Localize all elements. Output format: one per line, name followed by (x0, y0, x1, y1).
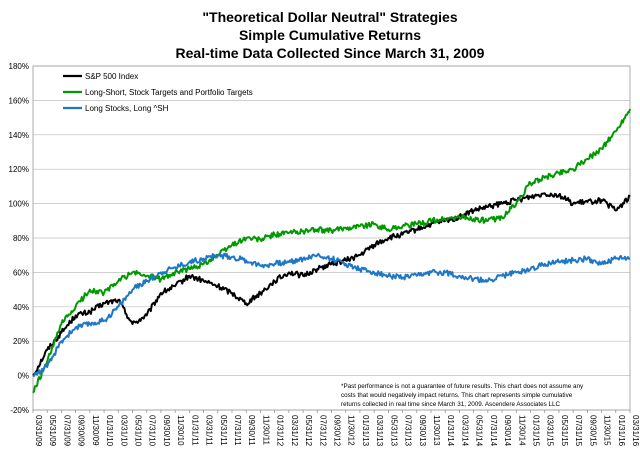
x-tick-label: 03/31/16 (631, 415, 640, 447)
x-tick-label: 11/30/11 (261, 415, 270, 446)
legend: S&P 500 Index Long-Short, Stock Targets … (63, 72, 253, 113)
x-tick-label: 07/31/10 (148, 415, 157, 447)
x-tick-label: 01/31/10 (105, 415, 114, 447)
series-line-0 (32, 192, 631, 377)
x-tick-label: 09/30/11 (247, 415, 256, 446)
series-line-1 (32, 108, 631, 394)
y-tick-label: 60% (13, 268, 29, 277)
x-tick-label: 09/30/12 (333, 415, 342, 447)
x-tick-label: 01/31/12 (276, 415, 285, 447)
x-tick-label: 03/31/15 (546, 415, 555, 447)
x-tick-label: 07/31/11 (233, 415, 242, 446)
y-tick-label: 0% (17, 372, 29, 381)
y-tick-label: -20% (10, 406, 29, 415)
x-tick-label: 09/30/14 (503, 415, 512, 447)
x-tick-label: 01/31/16 (617, 415, 626, 447)
x-tick-label: 05/31/11 (219, 415, 228, 446)
x-tick-label: 11/30/10 (176, 415, 185, 446)
y-tick-label: 40% (13, 303, 29, 312)
x-tick-label: 03/31/11 (205, 415, 214, 446)
chart-title-line-3: Real-time Data Collected Since March 31,… (176, 45, 485, 61)
x-tick-label: 01/31/13 (361, 415, 370, 447)
footnote-line-2: costs that would negatively impact retur… (341, 392, 573, 399)
x-tick-label: 05/31/15 (560, 415, 569, 447)
x-tick-label: 03/31/14 (460, 415, 469, 447)
y-tick-label: 160% (9, 96, 29, 105)
legend-label-sp500: S&P 500 Index (85, 72, 138, 81)
y-tick-label: 20% (13, 337, 29, 346)
x-tick-label: 05/31/09 (48, 415, 57, 447)
x-tick-label: 09/30/09 (77, 415, 86, 447)
chart-title-line-1: "Theoretical Dollar Neutral" Strategies (202, 9, 457, 25)
x-tick-label: 07/31/09 (62, 415, 71, 447)
y-tick-label: 100% (9, 200, 29, 209)
x-tick-label: 09/30/13 (418, 415, 427, 447)
x-tick-label: 03/31/12 (290, 415, 299, 447)
x-tick-label: 01/31/11 (190, 415, 199, 446)
x-tick-label: 03/31/13 (375, 415, 384, 447)
x-tick-label: 07/31/13 (404, 415, 413, 447)
legend-label-long-short: Long-Short, Stock Targets and Portfolio … (85, 88, 253, 97)
x-tick-label: 05/31/10 (134, 415, 143, 447)
y-tick-label: 180% (9, 62, 29, 71)
x-tick-label: 01/31/14 (446, 415, 455, 447)
x-tick-label: 11/30/13 (432, 415, 441, 446)
x-tick-label: 03/31/10 (119, 415, 128, 447)
x-tick-label: 07/31/12 (318, 415, 327, 447)
footnote-line-1: *Past performance is not a guarantee of … (341, 383, 584, 390)
x-tick-label: 07/31/15 (574, 415, 583, 447)
x-tick-label: 03/31/09 (34, 415, 43, 447)
x-tick-label: 11/30/15 (603, 415, 612, 446)
x-tick-label: 05/31/12 (304, 415, 313, 447)
series-layer (32, 108, 631, 394)
x-tick-label: 05/31/13 (389, 415, 398, 447)
x-tick-label: 11/30/09 (91, 415, 100, 446)
y-tick-label: 140% (9, 131, 29, 140)
chart-title: "Theoretical Dollar Neutral" Strategies … (176, 9, 485, 61)
y-axis: -20% 0% 20% 40% 60% 80% 100% 120% 140% 160% 180% (9, 62, 29, 415)
x-tick-label: 07/31/14 (489, 415, 498, 447)
x-tick-label: 05/31/14 (475, 415, 484, 447)
footnote-line-3: returns collected in real time since Mar… (341, 401, 561, 408)
y-tick-label: 120% (9, 165, 29, 174)
x-tick-label: 11/30/12 (347, 415, 356, 446)
x-axis: 03/31/09 05/31/09 07/31/09 09/30/09 11/30/09… (32, 410, 640, 447)
y-tick-label: 80% (13, 234, 29, 243)
series-line-2 (32, 252, 631, 377)
x-tick-label: 11/30/14 (517, 415, 526, 446)
x-tick-label: 09/30/15 (588, 415, 597, 447)
x-tick-label: 09/30/10 (162, 415, 171, 447)
x-tick-label: 01/31/15 (532, 415, 541, 447)
legend-label-long-stocks: Long Stocks, Long ^SH (85, 104, 169, 113)
footnote: *Past performance is not a guarantee of … (341, 383, 584, 408)
chart-title-line-2: Simple Cumulative Returns (239, 27, 421, 43)
